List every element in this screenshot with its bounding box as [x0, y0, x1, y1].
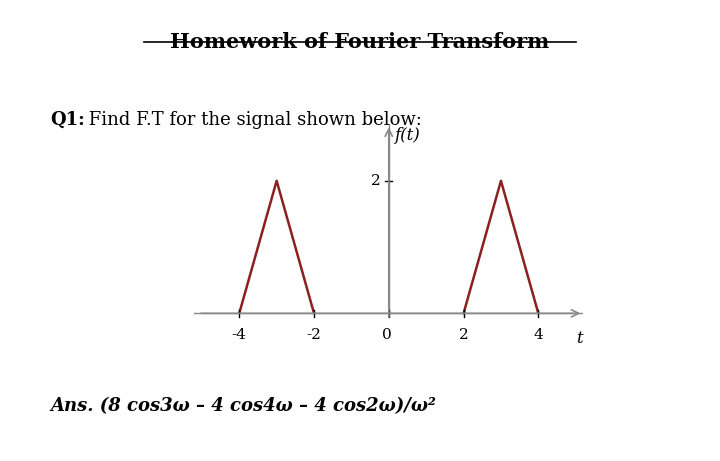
Text: Homework of Fourier Transform: Homework of Fourier Transform	[171, 32, 549, 52]
Text: f(t): f(t)	[395, 127, 420, 144]
Text: 2: 2	[371, 174, 381, 188]
Text: Find F.T for the signal shown below:: Find F.T for the signal shown below:	[83, 111, 422, 129]
Text: -2: -2	[307, 328, 321, 342]
Text: 4: 4	[534, 328, 543, 342]
Text: Q1:: Q1:	[50, 111, 85, 129]
Text: Ans. (8 cos3ω – 4 cos4ω – 4 cos2ω)/ω²: Ans. (8 cos3ω – 4 cos4ω – 4 cos2ω)/ω²	[50, 397, 436, 415]
Text: 0: 0	[382, 328, 392, 342]
Text: t: t	[577, 330, 583, 347]
Text: -4: -4	[232, 328, 247, 342]
Text: 2: 2	[459, 328, 469, 342]
